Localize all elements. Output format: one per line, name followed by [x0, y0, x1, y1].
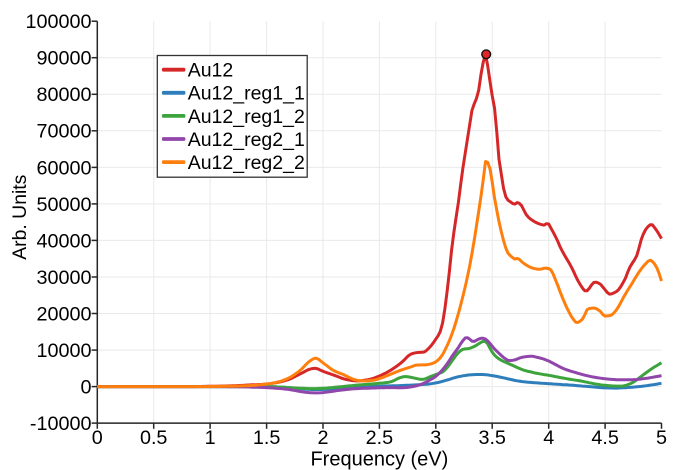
svg-text:1: 1	[205, 427, 216, 449]
svg-text:60000: 60000	[36, 157, 91, 179]
svg-text:80000: 80000	[36, 84, 91, 106]
svg-text:2: 2	[317, 427, 328, 449]
svg-text:Frequency (eV): Frequency (eV)	[310, 448, 448, 470]
svg-text:4: 4	[543, 427, 554, 449]
svg-text:40000: 40000	[36, 230, 91, 252]
svg-text:3: 3	[430, 427, 441, 449]
svg-text:Arb. Units: Arb. Units	[9, 175, 31, 260]
svg-text:70000: 70000	[36, 121, 91, 143]
svg-text:0: 0	[80, 377, 91, 399]
svg-text:Au12_reg1_2: Au12_reg1_2	[188, 106, 305, 128]
svg-text:3.5: 3.5	[478, 427, 506, 449]
svg-text:Au12_reg2_1: Au12_reg2_1	[188, 129, 305, 151]
svg-text:Au12: Au12	[188, 60, 234, 82]
svg-text:30000: 30000	[36, 267, 91, 289]
svg-text:-10000: -10000	[30, 413, 92, 435]
svg-text:50000: 50000	[36, 194, 91, 216]
svg-text:100000: 100000	[25, 11, 91, 33]
svg-text:Au12_reg2_2: Au12_reg2_2	[188, 152, 305, 174]
svg-text:1.5: 1.5	[253, 427, 281, 449]
svg-text:0.5: 0.5	[140, 427, 168, 449]
svg-text:10000: 10000	[36, 340, 91, 362]
svg-text:0: 0	[92, 427, 103, 449]
svg-text:4.5: 4.5	[591, 427, 619, 449]
svg-text:2.5: 2.5	[366, 427, 394, 449]
svg-text:20000: 20000	[36, 303, 91, 325]
svg-text:90000: 90000	[36, 48, 91, 70]
svg-text:5: 5	[656, 427, 667, 449]
svg-text:Au12_reg1_1: Au12_reg1_1	[188, 83, 305, 105]
